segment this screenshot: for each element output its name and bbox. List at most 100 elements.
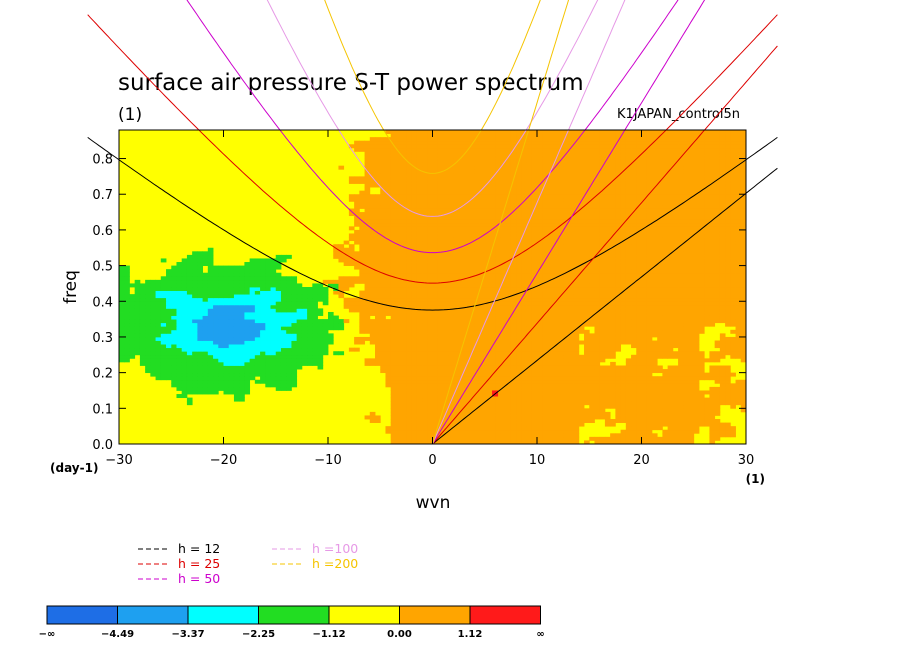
field-cell bbox=[725, 258, 731, 263]
field-cell bbox=[181, 258, 188, 263]
field-cell bbox=[474, 415, 480, 420]
field-cell bbox=[672, 369, 679, 374]
field-cell bbox=[557, 411, 564, 416]
field-cell bbox=[599, 336, 606, 341]
field-cell bbox=[584, 386, 590, 391]
field-cell bbox=[139, 358, 146, 363]
field-cell bbox=[375, 333, 381, 338]
field-cell bbox=[584, 308, 590, 313]
field-cell bbox=[411, 376, 418, 381]
field-cell bbox=[244, 351, 251, 356]
field-cell bbox=[270, 354, 277, 359]
field-cell bbox=[380, 247, 386, 252]
field-cell bbox=[124, 333, 130, 338]
field-cell bbox=[160, 329, 167, 334]
field-cell bbox=[610, 351, 616, 356]
field-cell bbox=[714, 301, 721, 306]
field-cell bbox=[286, 340, 292, 345]
field-cell bbox=[296, 319, 303, 324]
field-cell bbox=[657, 354, 663, 359]
field-cell bbox=[594, 294, 601, 299]
field-cell bbox=[192, 347, 198, 352]
field-cell bbox=[625, 358, 632, 363]
field-cell bbox=[584, 290, 590, 295]
field-cell bbox=[380, 347, 386, 352]
field-cell bbox=[542, 376, 548, 381]
field-cell bbox=[406, 301, 413, 306]
field-cell bbox=[328, 315, 334, 320]
field-cell bbox=[270, 315, 277, 320]
field-cell bbox=[432, 386, 439, 391]
field-cell bbox=[213, 301, 219, 306]
field-cell bbox=[537, 404, 543, 409]
field-cell bbox=[275, 322, 282, 327]
field-cell bbox=[740, 315, 746, 320]
field-cell bbox=[599, 351, 606, 356]
field-cell bbox=[239, 344, 245, 349]
field-cell bbox=[678, 351, 684, 356]
field-cell bbox=[615, 379, 622, 384]
field-cell bbox=[186, 294, 193, 299]
field-cell bbox=[615, 297, 622, 302]
field-cell bbox=[453, 262, 460, 266]
field-cell bbox=[610, 422, 616, 427]
field-cell bbox=[312, 315, 318, 320]
field-cell bbox=[521, 440, 527, 444]
field-cell bbox=[453, 322, 460, 327]
field-cell bbox=[730, 404, 736, 409]
field-cell bbox=[662, 397, 669, 402]
field-cell bbox=[662, 287, 669, 291]
field-cell bbox=[254, 347, 261, 352]
field-cell bbox=[160, 315, 167, 320]
field-cell bbox=[678, 322, 684, 327]
field-cell bbox=[500, 258, 507, 263]
field-cell bbox=[594, 390, 601, 395]
field-cell bbox=[730, 401, 736, 406]
field-cell bbox=[641, 258, 648, 263]
field-cell bbox=[510, 258, 517, 263]
field-cell bbox=[176, 372, 183, 377]
field-cell bbox=[568, 383, 574, 388]
field-cell bbox=[390, 272, 397, 277]
field-cell bbox=[385, 340, 392, 345]
field-cell bbox=[563, 440, 569, 444]
field-cell bbox=[725, 294, 731, 299]
field-cell bbox=[176, 322, 183, 327]
field-cell bbox=[129, 340, 136, 345]
field-cell bbox=[124, 283, 130, 288]
field-cell bbox=[233, 265, 240, 270]
field-cell bbox=[657, 290, 663, 295]
field-cell bbox=[552, 326, 559, 331]
field-cell bbox=[557, 290, 564, 295]
field-cell bbox=[557, 440, 564, 444]
field-cell bbox=[489, 319, 496, 324]
field-cell bbox=[651, 340, 658, 345]
field-cell bbox=[385, 333, 392, 338]
field-cell bbox=[390, 411, 397, 416]
field-cell bbox=[442, 394, 449, 399]
field-cell bbox=[589, 322, 595, 327]
field-cell bbox=[432, 251, 439, 256]
field-cell bbox=[526, 326, 533, 331]
field-cell bbox=[625, 340, 632, 345]
field-cell bbox=[275, 265, 282, 270]
field-cell bbox=[547, 365, 554, 370]
field-cell bbox=[260, 283, 266, 288]
field-cell bbox=[500, 383, 507, 388]
field-cell bbox=[406, 354, 413, 359]
field-cell bbox=[500, 311, 507, 316]
field-cell bbox=[474, 301, 480, 306]
field-cell bbox=[442, 333, 449, 338]
field-cell bbox=[657, 329, 663, 334]
field-cell bbox=[693, 415, 700, 420]
field-cell bbox=[463, 415, 470, 420]
field-cell bbox=[542, 365, 548, 370]
field-cell bbox=[260, 269, 266, 274]
field-cell bbox=[620, 319, 627, 324]
field-cell bbox=[620, 315, 627, 320]
field-cell bbox=[186, 390, 193, 395]
field-cell bbox=[437, 361, 444, 366]
field-cell bbox=[526, 386, 533, 391]
field-cell bbox=[557, 358, 564, 363]
field-cell bbox=[437, 287, 444, 291]
